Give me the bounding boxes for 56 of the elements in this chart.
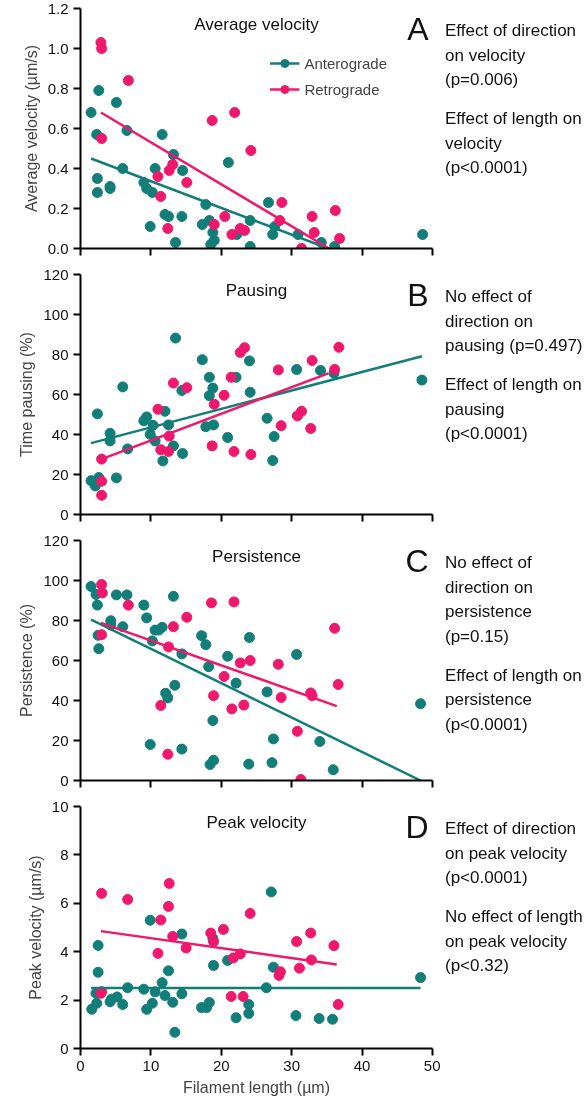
x-tick-label: 40 (353, 1056, 371, 1074)
y-tick-label: 40 (51, 691, 69, 709)
y-tick-label: 0 (60, 1039, 69, 1057)
y-tick-label: 10 (51, 797, 69, 815)
x-axis-title: Filament length (µm) (182, 1078, 331, 1096)
x-tick-label: 50 (423, 1056, 441, 1074)
y-tick-label: 0 (60, 771, 69, 789)
y-tick-label: 4 (60, 942, 69, 960)
text: No effect of length on peak velocity (p<0.32) (445, 905, 584, 978)
chart-title: Peak velocity (206, 812, 308, 832)
y-tick-label: 40 (51, 425, 69, 443)
text: Effect of length on pausing (p<0.0001) (445, 373, 583, 446)
y-axis-title: Time pausing (%) (18, 332, 36, 457)
text: No effect of direction on persistence (p=0.15) (445, 552, 534, 648)
text: No effect of direction on pausing (p=0.497) (445, 286, 584, 358)
y-tick-label: 80 (51, 345, 69, 363)
y-tick-label: 6 (60, 894, 69, 912)
annotation: C (405, 542, 429, 579)
y-tick-label: 0.0 (47, 239, 69, 257)
y-tick-label: 0.8 (47, 79, 69, 97)
chart-title: Persistence (212, 546, 301, 566)
text: Effect of length on velocity (p<0.0001) (445, 107, 583, 180)
legend-label: Anterograde (304, 54, 387, 72)
y-tick-label: 100 (43, 305, 69, 323)
text: Effect of length on persistence (p<0.0001) (445, 664, 583, 736)
annotation: A (407, 10, 430, 47)
annotation: D (405, 808, 429, 845)
y-tick-label: 0.6 (47, 119, 69, 137)
legend-label: Retrograde (304, 80, 380, 98)
x-tick-label: 0 (76, 1056, 85, 1074)
y-tick-label: 20 (51, 731, 69, 749)
y-tick-label: 8 (60, 845, 69, 863)
y-tick-label: 2 (60, 991, 69, 1009)
annotation: B (407, 276, 429, 313)
chart-title: Pausing (225, 280, 288, 300)
y-axis-title: Persistence (%) (18, 604, 36, 717)
y-axis-title: Peak velocity (µm/s) (26, 855, 44, 1000)
y-tick-label: 0.2 (47, 199, 69, 217)
y-tick-label: 60 (51, 651, 69, 669)
x-tick-label: 10 (142, 1056, 160, 1074)
y-tick-label: 60 (51, 385, 69, 403)
x-tick-label: 20 (212, 1056, 230, 1074)
text: Effect of direction on peak velocity (p<0.0001) (445, 818, 578, 890)
x-tick-label: 30 (283, 1056, 301, 1074)
y-tick-label: 100 (43, 571, 69, 589)
y-tick-label: 1.0 (47, 39, 69, 57)
y-tick-label: 0 (60, 505, 69, 523)
y-tick-label: 20 (51, 465, 69, 483)
y-tick-label: 120 (43, 531, 69, 549)
y-tick-label: 80 (51, 611, 69, 629)
y-tick-label: 1.2 (47, 0, 69, 17)
text: Effect of direction on velocity (p=0.006) (445, 20, 578, 92)
y-axis-title: Average velocity (µm/s) (22, 44, 40, 213)
y-tick-label: 120 (43, 265, 69, 283)
y-tick-label: 0.4 (47, 159, 69, 177)
chart-title: Average velocity (194, 14, 320, 34)
